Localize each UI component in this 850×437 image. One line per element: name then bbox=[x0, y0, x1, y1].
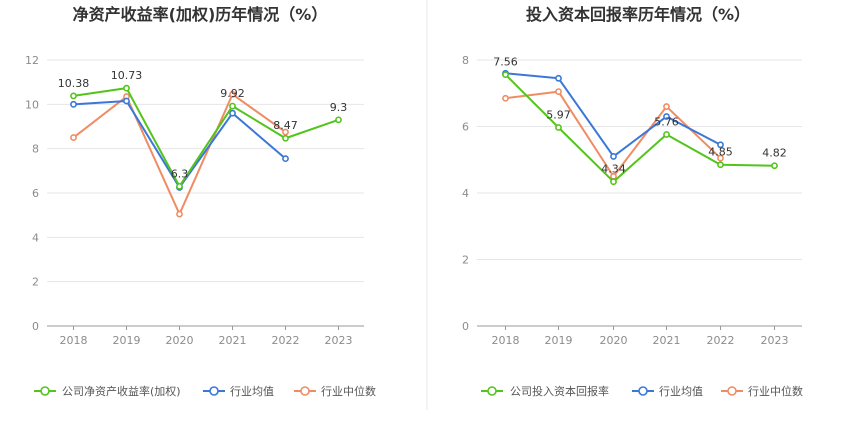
data-label: 10.38 bbox=[58, 77, 90, 90]
series-point-1 bbox=[663, 131, 670, 138]
series-point-2 bbox=[229, 109, 236, 117]
legend-swatch-marker bbox=[727, 386, 737, 396]
series-line-2 bbox=[505, 72, 721, 158]
legend-label: 行业中位数 bbox=[748, 384, 803, 398]
chart-panel-2: 投入资本回报率历年情况（%） 0 2 4 6 8 2018 2019 2020 2021 2022 2… bbox=[462, 5, 803, 398]
data-label: 4.82 bbox=[762, 147, 787, 160]
x-tick-label: 2018 bbox=[492, 334, 520, 347]
legend-swatch-marker bbox=[487, 386, 497, 396]
series-point-2 bbox=[717, 141, 724, 149]
series-point-2 bbox=[610, 153, 617, 160]
legend-swatch-marker bbox=[40, 386, 50, 396]
x-tick-label: 2018 bbox=[60, 334, 88, 347]
series-point-1 bbox=[555, 124, 562, 131]
y-tick-label: 6 bbox=[32, 187, 39, 200]
y-tick-label: 6 bbox=[462, 121, 469, 134]
legend-swatch-marker bbox=[300, 386, 310, 396]
x-tick-label: 2019 bbox=[545, 334, 573, 347]
series-point-2 bbox=[123, 97, 130, 105]
series-point-1 bbox=[771, 162, 778, 170]
y-tick-label: 8 bbox=[462, 54, 469, 67]
data-label: 9.3 bbox=[330, 101, 348, 114]
y-tick-label: 0 bbox=[32, 320, 39, 333]
series-point-1 bbox=[335, 116, 342, 124]
y-tick-label: 4 bbox=[462, 187, 469, 200]
data-label: 9.92 bbox=[220, 87, 245, 100]
series-point-1 bbox=[717, 161, 724, 169]
chart-title: 净资产收益率(加权)历年情况（%） bbox=[73, 5, 328, 24]
series-line-1 bbox=[73, 87, 339, 188]
series-point-3 bbox=[176, 210, 183, 218]
y-tick-label: 12 bbox=[25, 54, 39, 67]
y-tick-label: 2 bbox=[462, 254, 469, 267]
series-point-3 bbox=[282, 128, 289, 136]
y-tick-label: 4 bbox=[32, 231, 39, 244]
data-label: 5.76 bbox=[654, 115, 679, 128]
x-tick-label: 2022 bbox=[272, 334, 300, 347]
chart-title: 投入资本回报率历年情况（%） bbox=[526, 5, 750, 24]
series-point-3 bbox=[229, 90, 236, 98]
series-point-1 bbox=[282, 134, 289, 142]
series-point-2 bbox=[663, 113, 670, 120]
y-tick-label: 2 bbox=[32, 276, 39, 289]
chart-panel-1: 净资产收益率(加权)历年情况（%） 0 2 4 6 8 10 12 2018 2019 2020 20… bbox=[25, 5, 376, 398]
legend-label: 行业中位数 bbox=[321, 384, 376, 398]
data-label: 6.3 bbox=[171, 167, 189, 180]
x-tick-label: 2022 bbox=[707, 334, 735, 347]
series-point-1 bbox=[502, 71, 509, 79]
x-tick-label: 2019 bbox=[113, 334, 141, 347]
legend-label: 公司净资产收益率(加权) bbox=[62, 384, 181, 398]
data-label: 8.47 bbox=[273, 119, 298, 132]
legend-swatch-marker bbox=[638, 386, 648, 396]
series-point-1 bbox=[176, 182, 183, 190]
y-tick-label: 0 bbox=[462, 320, 469, 333]
x-tick-label: 2023 bbox=[325, 334, 353, 347]
legend-swatch-marker bbox=[209, 386, 219, 396]
data-label: 7.56 bbox=[493, 56, 518, 69]
series-point-2 bbox=[555, 74, 562, 82]
series-point-3 bbox=[663, 103, 670, 110]
data-label: 10.73 bbox=[111, 69, 143, 82]
series-point-1 bbox=[229, 102, 236, 110]
series-point-1 bbox=[610, 178, 617, 186]
series-point-1 bbox=[123, 84, 130, 92]
series-line-1 bbox=[504, 73, 775, 183]
y-tick-label: 10 bbox=[25, 98, 39, 111]
data-label: 4.85 bbox=[708, 146, 733, 159]
series-point-3 bbox=[70, 134, 77, 141]
data-label: 5.97 bbox=[546, 108, 571, 121]
legend-label: 公司投入资本回报率 bbox=[510, 384, 609, 398]
series-point-1 bbox=[70, 92, 77, 100]
series-line-3 bbox=[72, 93, 287, 216]
series-point-3 bbox=[555, 88, 562, 95]
series-point-3 bbox=[717, 154, 724, 162]
data-label: 4.34 bbox=[601, 163, 626, 176]
x-tick-label: 2020 bbox=[166, 334, 194, 347]
series-point-2 bbox=[70, 100, 77, 108]
legend-label: 行业均值 bbox=[659, 385, 703, 398]
x-tick-label: 2020 bbox=[600, 334, 628, 347]
series-point-3 bbox=[502, 94, 509, 102]
x-tick-label: 2023 bbox=[761, 334, 789, 347]
x-tick-label: 2021 bbox=[219, 334, 247, 347]
y-tick-label: 8 bbox=[32, 143, 39, 156]
x-tick-label: 2021 bbox=[653, 334, 681, 347]
series-point-2 bbox=[282, 155, 289, 163]
legend-label: 行业均值 bbox=[230, 385, 274, 398]
